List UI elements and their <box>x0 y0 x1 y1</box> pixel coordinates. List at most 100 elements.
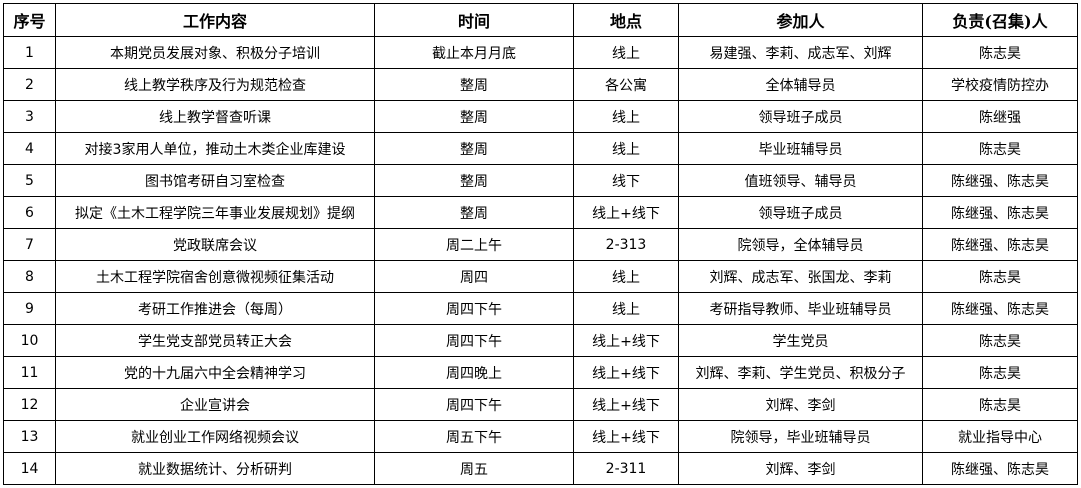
cell-location: 线上+线下 <box>573 420 679 453</box>
cell-participants: 刘辉、李剑 <box>678 452 923 485</box>
table-row: 1 本期党员发展对象、积极分子培训 截止本月月底 线上 易建强、李莉、成志军、刘辉 陈志昊 <box>3 36 1078 69</box>
cell-location: 线上 <box>573 132 679 165</box>
cell-participants: 全体辅导员 <box>678 68 923 101</box>
cell-index: 3 <box>3 100 56 133</box>
cell-task: 本期党员发展对象、积极分子培训 <box>55 36 375 69</box>
cell-time: 整周 <box>374 68 574 101</box>
cell-task: 图书馆考研自习室检查 <box>55 164 375 197</box>
cell-time: 周四下午 <box>374 292 574 325</box>
cell-task: 拟定《土木工程学院三年事业发展规划》提纲 <box>55 196 375 229</box>
cell-time: 整周 <box>374 132 574 165</box>
cell-location: 2-311 <box>573 452 679 485</box>
column-header-index: 序号 <box>3 3 56 37</box>
cell-task: 土木工程学院宿舍创意微视频征集活动 <box>55 260 375 293</box>
cell-participants: 领导班子成员 <box>678 100 923 133</box>
cell-time: 整周 <box>374 196 574 229</box>
cell-owner: 陈志昊 <box>922 36 1078 69</box>
cell-owner: 陈志昊 <box>922 132 1078 165</box>
cell-time: 周四下午 <box>374 388 574 421</box>
cell-location: 线上 <box>573 292 679 325</box>
cell-index: 1 <box>3 36 56 69</box>
cell-task: 党政联席会议 <box>55 228 375 261</box>
cell-owner: 陈志昊 <box>922 388 1078 421</box>
cell-task: 企业宣讲会 <box>55 388 375 421</box>
cell-index: 11 <box>3 356 56 389</box>
cell-owner: 陈志昊 <box>922 324 1078 357</box>
cell-participants: 学生党员 <box>678 324 923 357</box>
table-row: 2 线上教学秩序及行为规范检查 整周 各公寓 全体辅导员 学校疫情防控办 <box>3 68 1078 101</box>
cell-index: 12 <box>3 388 56 421</box>
cell-index: 7 <box>3 228 56 261</box>
table-row: 3 线上教学督查听课 整周 线上 领导班子成员 陈继强 <box>3 100 1078 133</box>
cell-task: 考研工作推进会（每周） <box>55 292 375 325</box>
cell-index: 6 <box>3 196 56 229</box>
cell-index: 4 <box>3 132 56 165</box>
cell-index: 2 <box>3 68 56 101</box>
cell-owner: 陈继强、陈志昊 <box>922 228 1078 261</box>
table-row: 9 考研工作推进会（每周） 周四下午 线上 考研指导教师、毕业班辅导员 陈继强、陈志昊 <box>3 292 1078 325</box>
work-schedule-table: 序号 工作内容 时间 地点 参加人 负责(召集)人 1 本期党员发展对象、积极分子培训 截止本… <box>3 3 1078 485</box>
cell-time: 周四 <box>374 260 574 293</box>
cell-index: 9 <box>3 292 56 325</box>
column-header-participants: 参加人 <box>678 3 923 37</box>
table-row: 4 对接3家用人单位，推动土木类企业库建设 整周 线上 毕业班辅导员 陈志昊 <box>3 132 1078 165</box>
cell-location: 线上+线下 <box>573 196 679 229</box>
cell-time: 周五下午 <box>374 420 574 453</box>
cell-location: 线上+线下 <box>573 388 679 421</box>
cell-owner: 陈志昊 <box>922 356 1078 389</box>
table-row: 13 就业创业工作网络视频会议 周五下午 线上+线下 院领导，毕业班辅导员 就业指导中心 <box>3 420 1078 453</box>
cell-participants: 刘辉、李剑 <box>678 388 923 421</box>
table-body: 1 本期党员发展对象、积极分子培训 截止本月月底 线上 易建强、李莉、成志军、刘辉 陈志昊… <box>3 36 1078 485</box>
cell-index: 5 <box>3 164 56 197</box>
column-header-time: 时间 <box>374 3 574 37</box>
table-row: 11 党的十九届六中全会精神学习 周四晚上 线上+线下 刘辉、李莉、学生党员、积极分子陈… <box>3 356 1078 389</box>
table-row: 5 图书馆考研自习室检查 整周 线下 值班领导、辅导员 陈继强、陈志昊 <box>3 164 1078 197</box>
table-row: 12 企业宣讲会 周四下午 线上+线下 刘辉、李剑 陈志昊 <box>3 388 1078 421</box>
cell-task: 对接3家用人单位，推动土木类企业库建设 <box>55 132 375 165</box>
header-row: 序号 工作内容 时间 地点 参加人 负责(召集)人 <box>3 3 1078 37</box>
column-header-owner: 负责(召集)人 <box>922 3 1078 37</box>
cell-task: 线上教学督查听课 <box>55 100 375 133</box>
table-row: 10 学生党支部党员转正大会 周四下午 线上+线下 学生党员 陈志昊 <box>3 324 1078 357</box>
cell-owner: 陈继强 <box>922 100 1078 133</box>
cell-participants: 刘辉、李莉、学生党员、积极分子 <box>678 356 923 389</box>
cell-participants: 值班领导、辅导员 <box>678 164 923 197</box>
cell-owner: 学校疫情防控办 <box>922 68 1078 101</box>
cell-index: 10 <box>3 324 56 357</box>
table-row: 8 土木工程学院宿舍创意微视频征集活动 周四 线上 刘辉、成志军、张国龙、李莉 陈志昊 <box>3 260 1078 293</box>
cell-participants: 领导班子成员 <box>678 196 923 229</box>
cell-task: 就业创业工作网络视频会议 <box>55 420 375 453</box>
cell-time: 整周 <box>374 164 574 197</box>
cell-index: 8 <box>3 260 56 293</box>
cell-owner: 陈继强、陈志昊 <box>922 196 1078 229</box>
cell-owner: 陈继强、陈志昊 <box>922 292 1078 325</box>
cell-owner: 陈继强、陈志昊 <box>922 452 1078 485</box>
cell-task: 学生党支部党员转正大会 <box>55 324 375 357</box>
cell-index: 13 <box>3 420 56 453</box>
cell-owner: 陈继强、陈志昊 <box>922 164 1078 197</box>
cell-location: 各公寓 <box>573 68 679 101</box>
cell-time: 周二上午 <box>374 228 574 261</box>
cell-location: 2-313 <box>573 228 679 261</box>
cell-owner: 就业指导中心 <box>922 420 1078 453</box>
column-header-location: 地点 <box>573 3 679 37</box>
cell-task: 线上教学秩序及行为规范检查 <box>55 68 375 101</box>
cell-time: 整周 <box>374 100 574 133</box>
table-row: 7 党政联席会议 周二上午 2-313 院领导，全体辅导员 陈继强、陈志昊 <box>3 228 1078 261</box>
cell-task: 就业数据统计、分析研判 <box>55 452 375 485</box>
cell-time: 周四晚上 <box>374 356 574 389</box>
column-header-task: 工作内容 <box>55 3 375 37</box>
cell-location: 线上 <box>573 260 679 293</box>
cell-location: 线上+线下 <box>573 324 679 357</box>
cell-participants: 考研指导教师、毕业班辅导员 <box>678 292 923 325</box>
cell-participants: 刘辉、成志军、张国龙、李莉 <box>678 260 923 293</box>
cell-time: 周四下午 <box>374 324 574 357</box>
cell-participants: 院领导，毕业班辅导员 <box>678 420 923 453</box>
cell-participants: 易建强、李莉、成志军、刘辉 <box>678 36 923 69</box>
cell-location: 线上 <box>573 100 679 133</box>
cell-index: 14 <box>3 452 56 485</box>
cell-time: 周五 <box>374 452 574 485</box>
cell-location: 线上 <box>573 36 679 69</box>
cell-task: 党的十九届六中全会精神学习 <box>55 356 375 389</box>
cell-time: 截止本月月底 <box>374 36 574 69</box>
